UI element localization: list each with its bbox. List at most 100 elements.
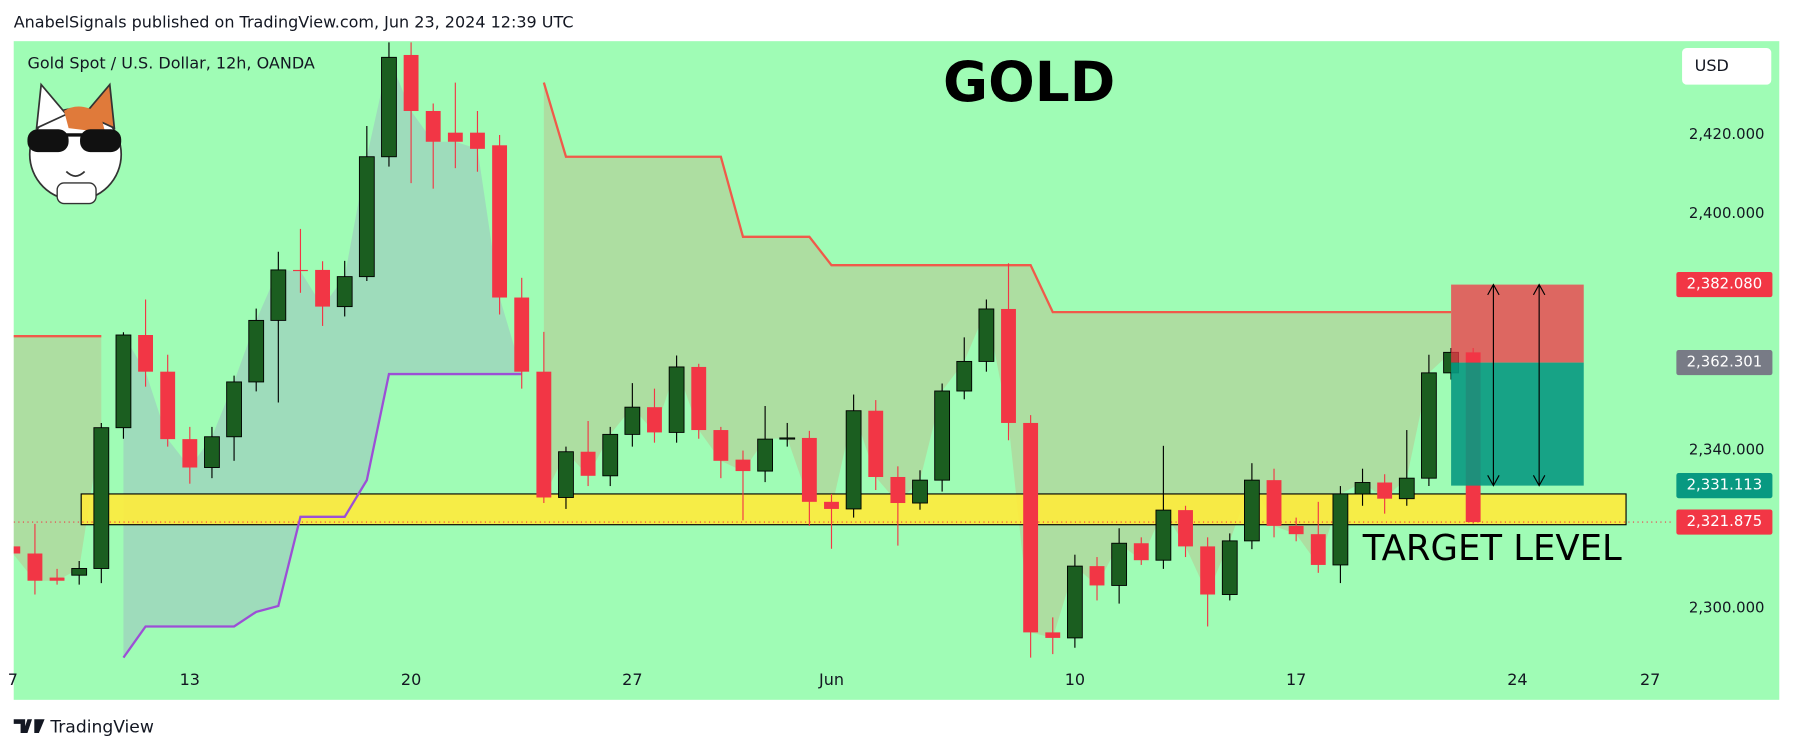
candle-body	[138, 335, 153, 372]
price-label: 2,331.113	[1687, 476, 1763, 494]
candle-body	[580, 451, 596, 476]
cloud	[13, 336, 102, 581]
candle-body	[1200, 546, 1216, 595]
stop-box	[1451, 284, 1584, 363]
candle-body	[1133, 543, 1149, 561]
candle-body	[27, 553, 43, 581]
overlay-line	[13, 82, 1452, 338]
candle-body	[956, 360, 973, 392]
candle-body	[226, 381, 242, 438]
candle-body	[293, 269, 308, 272]
candle-body	[757, 438, 774, 472]
x-tick-label: 20	[401, 670, 421, 689]
candle-body	[447, 132, 463, 142]
candle-body	[558, 451, 574, 498]
price-label: 2,362.301	[1687, 353, 1763, 371]
candle-body	[647, 407, 662, 433]
price-label-box	[1676, 350, 1773, 376]
candle-body	[1244, 479, 1260, 542]
price-label-box	[1676, 473, 1773, 499]
candle-body	[470, 132, 485, 149]
candle-body	[1332, 493, 1349, 566]
candle-body	[602, 433, 619, 477]
x-tick-label: 27	[1640, 670, 1660, 689]
candle-body	[403, 54, 419, 111]
candle-body	[1001, 308, 1016, 423]
candle-body	[624, 406, 641, 435]
candle-body	[845, 410, 862, 510]
candle-body	[934, 390, 951, 481]
candle-body	[49, 577, 65, 581]
x-tick-label: 27	[622, 670, 642, 689]
candle-body	[182, 439, 198, 468]
candle-body	[514, 297, 530, 372]
candle-body	[336, 276, 353, 308]
candle-body	[536, 371, 552, 498]
price-label: 2,382.080	[1687, 275, 1763, 293]
measure-arrow	[1487, 283, 1500, 487]
candle-body	[912, 479, 928, 504]
price-label: 2,321.875	[1687, 512, 1763, 530]
candle-body	[890, 476, 906, 504]
candle-body	[1377, 482, 1393, 499]
candle-body	[381, 56, 397, 158]
annotation: TARGET LEVEL	[1362, 528, 1622, 569]
candle-body	[248, 319, 265, 383]
candle-body	[13, 546, 21, 554]
candle-body	[1221, 540, 1238, 595]
x-tick-label: 17	[1286, 670, 1306, 689]
candle-body	[160, 371, 176, 440]
candle-body	[71, 568, 88, 576]
candle-body	[713, 430, 729, 461]
candle-body	[492, 145, 508, 298]
candle-body	[1111, 542, 1128, 586]
candle-body	[358, 156, 375, 278]
candle-body	[1354, 482, 1371, 495]
candle-body	[1155, 509, 1172, 561]
candle-body	[735, 459, 751, 472]
measure-arrow	[1532, 283, 1546, 487]
candle-body	[1266, 480, 1282, 526]
candle-body	[801, 437, 817, 502]
candle-body	[425, 110, 441, 142]
candle-body	[824, 501, 839, 509]
x-tick-label: 7	[8, 670, 18, 689]
x-tick-label: 24	[1507, 670, 1527, 689]
candle-body	[779, 437, 796, 440]
candle-body	[115, 334, 132, 429]
candle-body	[1178, 510, 1193, 547]
overlay-line	[122, 372, 522, 659]
header: AnabelSignals published on TradingView.c…	[14, 12, 574, 31]
candle-body	[1288, 525, 1304, 535]
chart-title: GOLD	[943, 50, 1115, 114]
candle-body	[868, 410, 884, 477]
x-tick-label: 13	[180, 670, 200, 689]
candle-body	[204, 436, 220, 468]
footer: TradingView	[49, 717, 154, 737]
price-label-box	[1676, 272, 1773, 298]
plot-area	[13, 42, 1672, 659]
symbol-label: Gold Spot / U.S. Dollar, 12h, OANDA	[27, 54, 314, 73]
candle-body	[1045, 632, 1061, 638]
y-tick-label: 2,300.000	[1689, 598, 1765, 616]
y-tick-label: 2,400.000	[1689, 204, 1765, 222]
target-box	[1451, 362, 1584, 486]
x-tick-label: Jun	[818, 670, 844, 689]
candle-body	[1023, 422, 1039, 633]
candle-body	[1398, 477, 1415, 500]
candle-body	[315, 269, 331, 307]
currency-box[interactable]	[1682, 48, 1772, 85]
candle-body	[1421, 372, 1437, 479]
candle-body	[1089, 566, 1105, 586]
candle-body	[93, 427, 110, 569]
candle-body	[691, 366, 707, 431]
x-tick-label: 10	[1065, 670, 1085, 689]
y-tick-label: 2,420.000	[1689, 125, 1765, 143]
mascot	[27, 82, 123, 205]
footer-logo	[13, 719, 45, 733]
currency[interactable]: USD	[1695, 56, 1729, 75]
candle-body	[1310, 534, 1326, 565]
candle-body	[1066, 565, 1083, 639]
candle-body	[668, 366, 685, 433]
